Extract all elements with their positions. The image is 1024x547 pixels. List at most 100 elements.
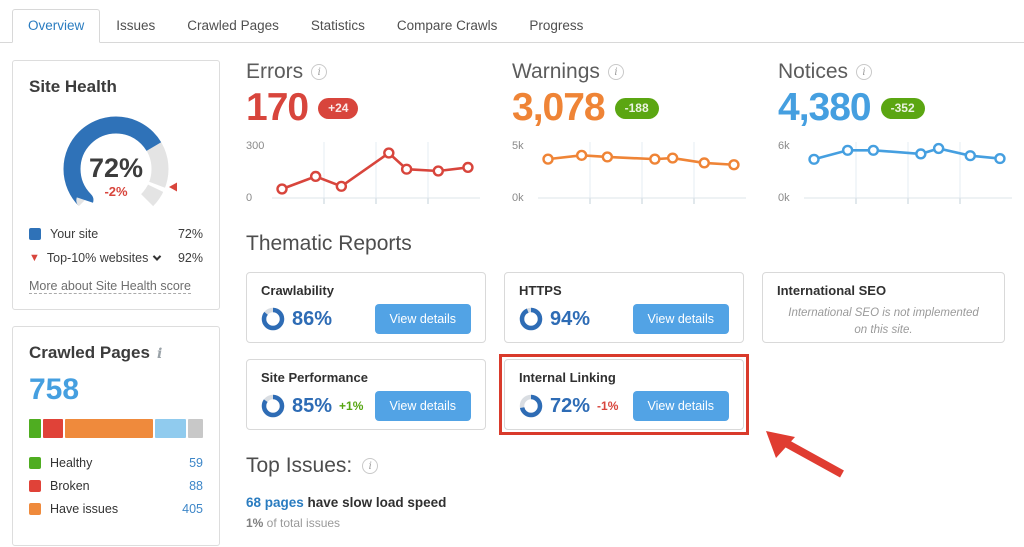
site-health-gauge: 72% -2% xyxy=(29,103,203,225)
top-issue-item: 68 pages have slow load speed xyxy=(246,495,1012,510)
healthy-swatch-icon xyxy=(29,457,41,469)
notices-chart: 6k 0k xyxy=(778,140,1012,206)
international-seo-card: International SEO International SEO is n… xyxy=(762,272,1005,343)
warnings-metric: Warnings i 3,078 -188 5k 0k xyxy=(512,60,746,206)
left-column: Site Health 72% -2% Your site 72% xyxy=(12,60,220,546)
triangle-down-icon: ▼ xyxy=(29,252,40,264)
errors-metric: Errors i 170 +24 300 0 xyxy=(246,60,480,206)
internal-linking-delta: -1% xyxy=(597,399,619,413)
https-title: HTTPS xyxy=(519,283,562,298)
top-issues-heading-text: Top Issues: xyxy=(246,454,353,477)
warnings-title-text: Warnings xyxy=(512,60,600,83)
y-min-label: 0k xyxy=(778,192,790,204)
gauge-chart: 72% -2% xyxy=(62,115,177,223)
crawlability-percent: 86% xyxy=(292,307,333,330)
bar-segment-broken[interactable] xyxy=(43,419,64,438)
errors-title-text: Errors xyxy=(246,60,304,83)
broken-count[interactable]: 88 xyxy=(189,479,203,493)
tab-statistics[interactable]: Statistics xyxy=(310,18,365,33)
benchmark-marker-icon xyxy=(169,182,177,192)
legend-row-healthy: Healthy 59 xyxy=(29,456,203,470)
legend-row-have-issues: Have issues 405 xyxy=(29,502,203,516)
info-icon[interactable]: i xyxy=(311,64,328,80)
crawlability-title: Crawlability xyxy=(261,283,334,298)
crawlability-view-details-button[interactable]: View details xyxy=(374,304,471,334)
bar-segment-redirects[interactable] xyxy=(154,419,187,438)
errors-title: Errors i xyxy=(246,60,480,84)
notices-value-line: 4,380 -352 xyxy=(778,86,1012,130)
crawled-pages-total[interactable]: 758 xyxy=(29,373,80,406)
errors-value-line: 170 +24 xyxy=(246,86,480,130)
internal-linking-row: 72% -1% View details xyxy=(519,391,729,421)
top10-value: 92% xyxy=(177,251,203,265)
notices-sparkline xyxy=(804,142,1012,204)
metrics-row: Errors i 170 +24 300 0 Warnings xyxy=(246,60,1012,206)
internal-linking-view-details-button[interactable]: View details xyxy=(632,391,729,421)
donut-icon xyxy=(261,307,285,331)
errors-delta-badge: +24 xyxy=(318,97,359,119)
warnings-delta-badge: -188 xyxy=(614,97,659,119)
notices-title-text: Notices xyxy=(778,60,849,83)
tab-compare-crawls[interactable]: Compare Crawls xyxy=(396,18,498,33)
have-issues-count[interactable]: 405 xyxy=(182,502,203,516)
warnings-title: Warnings i xyxy=(512,60,746,84)
info-icon[interactable]: i xyxy=(856,64,873,80)
crawled-pages-legend: Healthy 59 Broken 88 Have issues 405 xyxy=(29,456,203,516)
empty-grid-cell xyxy=(762,359,1005,430)
https-row: 94% View details xyxy=(519,304,729,334)
issue-pages-link[interactable]: 68 pages xyxy=(246,495,304,510)
notices-metric: Notices i 4,380 -352 6k 0k xyxy=(778,60,1012,206)
y-min-label: 0 xyxy=(246,192,253,204)
tab-bar: Overview Issues Crawled Pages Statistics… xyxy=(0,0,1024,43)
site-performance-delta: +1% xyxy=(339,399,364,413)
donut-icon xyxy=(519,394,543,418)
info-icon[interactable]: i xyxy=(362,458,379,474)
thematic-reports-heading: Thematic Reports xyxy=(246,232,1012,256)
top-issues-heading: Top Issues: i xyxy=(246,454,1012,478)
https-card: HTTPS 94% View details xyxy=(504,272,744,343)
crawled-pages-stacked-bar xyxy=(29,419,204,438)
bar-segment-have-issues[interactable] xyxy=(65,419,153,438)
site-health-more-link[interactable]: More about Site Health score xyxy=(29,279,191,294)
errors-value: 170 xyxy=(246,86,309,129)
internal-linking-title: Internal Linking xyxy=(519,370,616,385)
internal-linking-percent: 72% xyxy=(550,394,591,417)
site-performance-row: 85% +1% View details xyxy=(261,391,471,421)
international-seo-note: International SEO is not implemented on … xyxy=(788,307,979,336)
site-health-title: Site Health xyxy=(29,77,117,96)
tab-crawled-pages[interactable]: Crawled Pages xyxy=(187,18,279,33)
warnings-y-axis: 5k 0k xyxy=(512,140,538,206)
warnings-value: 3,078 xyxy=(512,86,606,129)
site-performance-view-details-button[interactable]: View details xyxy=(374,391,471,421)
your-site-label: Your site xyxy=(50,227,99,241)
https-view-details-button[interactable]: View details xyxy=(632,304,729,334)
notices-title: Notices i xyxy=(778,60,1012,84)
notices-y-axis: 6k 0k xyxy=(778,140,804,206)
issue-percent: 1% xyxy=(246,516,264,530)
top10-label: Top-10% websites xyxy=(46,251,149,265)
donut-icon xyxy=(519,307,543,331)
donut-icon xyxy=(261,394,285,418)
info-icon[interactable]: i xyxy=(156,346,163,362)
y-max-label: 300 xyxy=(246,140,265,152)
bar-segment-blocked[interactable] xyxy=(188,419,204,438)
info-icon[interactable]: i xyxy=(607,64,624,80)
site-performance-card: Site Performance 85% +1% View details xyxy=(246,359,486,430)
healthy-count[interactable]: 59 xyxy=(189,456,203,470)
svg-text:-2%: -2% xyxy=(104,184,128,199)
tab-issues[interactable]: Issues xyxy=(116,18,156,33)
issue-percent-rest: of total issues xyxy=(263,516,341,530)
tab-progress[interactable]: Progress xyxy=(529,18,584,33)
your-site-swatch-icon xyxy=(29,228,41,240)
legend-row-your-site: Your site 72% xyxy=(29,227,203,241)
tab-overview[interactable]: Overview xyxy=(12,9,101,43)
your-site-value: 72% xyxy=(177,227,203,241)
notices-value: 4,380 xyxy=(778,86,872,129)
crawled-pages-title-text: Crawled Pages xyxy=(29,343,150,362)
legend-row-top10[interactable]: ▼ Top-10% websites 92% xyxy=(29,251,203,265)
main-panel: Errors i 170 +24 300 0 Warnings xyxy=(246,60,1012,546)
have-issues-swatch-icon xyxy=(29,503,41,515)
y-min-label: 0k xyxy=(512,192,524,204)
crawlability-card: Crawlability 86% View details xyxy=(246,272,486,343)
bar-segment-healthy[interactable] xyxy=(29,419,42,438)
